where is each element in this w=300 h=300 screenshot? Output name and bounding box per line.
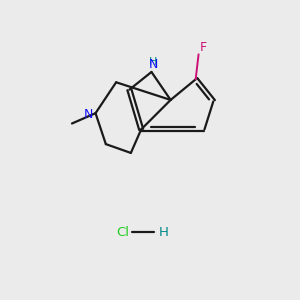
Text: H: H	[149, 57, 157, 67]
Text: F: F	[200, 41, 207, 54]
Text: Cl: Cl	[116, 226, 129, 239]
Text: H: H	[159, 226, 169, 239]
Text: N: N	[148, 58, 158, 71]
Text: N: N	[84, 108, 93, 121]
